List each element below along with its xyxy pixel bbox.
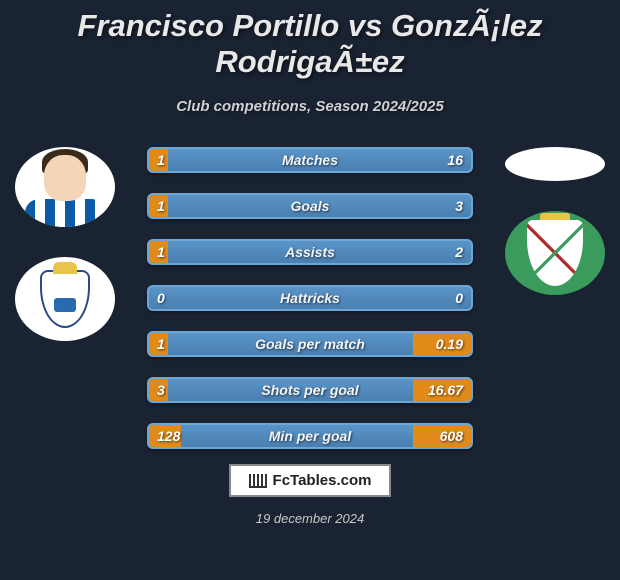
stat-value-left: 128 [157, 428, 180, 444]
stat-value-right: 3 [455, 198, 463, 214]
stat-value-left: 3 [157, 382, 165, 398]
stat-row: 1Matches16 [147, 147, 473, 173]
stat-value-left: 1 [157, 198, 165, 214]
stats-container: 1Matches161Goals31Assists20Hattricks01Go… [147, 147, 473, 449]
player2-club-badge [505, 211, 605, 295]
stat-value-right: 0 [455, 290, 463, 306]
stat-row: 3Shots per goal16.67 [147, 377, 473, 403]
snapshot-date: 19 december 2024 [0, 511, 620, 526]
stat-value-right: 0.19 [436, 336, 463, 352]
stat-value-left: 1 [157, 336, 165, 352]
club-crest-icon [40, 270, 90, 328]
stat-row: 1Assists2 [147, 239, 473, 265]
comparison-subtitle: Club competitions, Season 2024/2025 [0, 98, 620, 115]
right-player-column [500, 147, 610, 295]
stat-label: Assists [149, 244, 471, 260]
stat-value-right: 16 [447, 152, 463, 168]
left-player-column [10, 147, 120, 341]
stat-label: Goals [149, 198, 471, 214]
player2-photo-placeholder [505, 147, 605, 181]
player1-club-badge [15, 257, 115, 341]
comparison-body: 1Matches161Goals31Assists20Hattricks01Go… [0, 147, 620, 449]
stat-value-left: 0 [157, 290, 165, 306]
stat-row: 0Hattricks0 [147, 285, 473, 311]
comparison-title: Francisco Portillo vs GonzÃ¡lez RodrigaÃ… [0, 0, 620, 80]
stat-row: 1Goals per match0.19 [147, 331, 473, 357]
footer: FcTables.com 19 december 2024 [0, 464, 620, 526]
chart-icon [249, 474, 267, 488]
stat-value-right: 2 [455, 244, 463, 260]
fctables-link[interactable]: FcTables.com [229, 464, 392, 497]
stat-value-left: 1 [157, 152, 165, 168]
stat-value-right: 608 [440, 428, 463, 444]
fctables-label: FcTables.com [273, 472, 372, 489]
stat-value-left: 1 [157, 244, 165, 260]
stat-row: 128Min per goal608 [147, 423, 473, 449]
stat-row: 1Goals3 [147, 193, 473, 219]
club-crest-icon [527, 220, 583, 286]
stat-label: Hattricks [149, 290, 471, 306]
stat-label: Matches [149, 152, 471, 168]
player1-photo [15, 147, 115, 227]
stat-value-right: 16.67 [428, 382, 463, 398]
